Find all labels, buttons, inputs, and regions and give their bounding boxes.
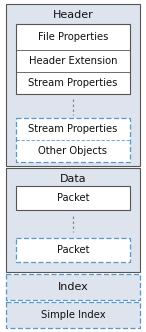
Text: Data: Data: [60, 174, 86, 184]
Bar: [16, 186, 130, 210]
Bar: [16, 118, 130, 162]
Bar: [6, 168, 140, 272]
Bar: [6, 302, 140, 328]
Text: Stream Properties: Stream Properties: [28, 124, 118, 134]
Text: Packet: Packet: [57, 245, 89, 255]
Text: Other Objects: Other Objects: [39, 146, 107, 156]
Bar: [6, 274, 140, 300]
Bar: [16, 238, 130, 262]
Text: Index: Index: [58, 282, 88, 292]
Text: Header Extension: Header Extension: [29, 56, 117, 66]
Bar: [6, 4, 140, 166]
Text: Simple Index: Simple Index: [41, 310, 105, 320]
Text: Packet: Packet: [57, 193, 89, 203]
Text: Header: Header: [53, 10, 93, 20]
Bar: [16, 24, 130, 94]
Text: Stream Properties: Stream Properties: [28, 78, 118, 88]
Text: File Properties: File Properties: [38, 32, 108, 42]
